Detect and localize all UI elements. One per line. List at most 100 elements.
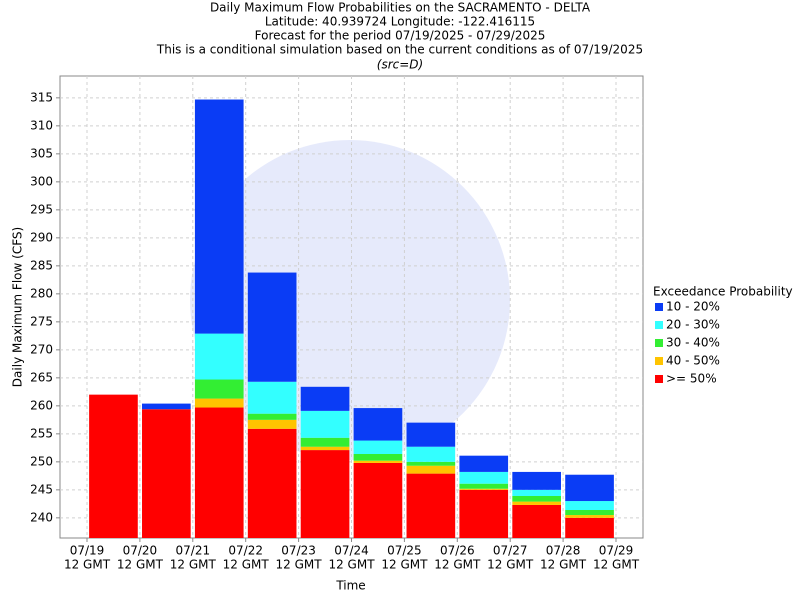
bar-segment [565, 515, 614, 518]
bar-segment [565, 501, 614, 510]
legend-title: Exceedance Probability [653, 285, 793, 299]
bar-segment [300, 450, 350, 538]
y-tick-label: 245 [30, 482, 53, 496]
bar-segment [406, 446, 456, 462]
x-tick-label: 07/24 [334, 544, 369, 558]
bar-segment [300, 446, 350, 451]
x-tick-label: 07/22 [228, 544, 263, 558]
y-tick-label: 295 [30, 202, 53, 216]
bar-segment [353, 460, 403, 463]
bar-segment [353, 440, 403, 454]
x-tick-label: 07/23 [281, 544, 316, 558]
bar-segment [300, 437, 350, 447]
y-tick-label: 315 [30, 90, 53, 104]
bar-segment [142, 403, 191, 410]
y-tick-label: 285 [30, 258, 53, 272]
legend-label: 40 - 50% [666, 354, 720, 368]
x-tick-label: 07/20 [123, 544, 158, 558]
x-tick-label: 07/26 [440, 544, 475, 558]
bar-segment [406, 422, 456, 447]
x-tick-label: 07/19 [70, 544, 105, 558]
y-axis-label: Daily Maximum Flow (CFS) [11, 227, 25, 387]
x-tick-label: 12 GMT [223, 558, 270, 572]
bar-segment [142, 409, 191, 538]
x-tick-label: 12 GMT [64, 558, 111, 572]
bar-segment [194, 398, 244, 408]
bar-segment [565, 474, 614, 502]
legend-label: 30 - 40% [666, 336, 720, 350]
legend-swatch [655, 321, 663, 329]
bar-segment [247, 428, 297, 538]
bar-segment [512, 501, 561, 505]
y-tick-label: 290 [30, 230, 53, 244]
x-axis-label: Time [335, 579, 365, 593]
y-tick-label: 240 [30, 510, 53, 524]
y-tick-label: 310 [30, 118, 53, 132]
y-tick-label: 250 [30, 454, 53, 468]
legend-label: 20 - 30% [666, 318, 720, 332]
x-tick-label: 07/25 [387, 544, 422, 558]
legend-swatch [655, 375, 663, 383]
x-tick-label: 07/27 [493, 544, 528, 558]
bar-segment [247, 419, 297, 429]
bar-segment [247, 381, 297, 414]
chart-title: Forecast for the period 07/19/2025 - 07/… [255, 29, 546, 43]
bar-segment [89, 394, 138, 538]
bar-segment [300, 410, 350, 438]
chart-subtitle: (src=D) [377, 58, 423, 72]
y-tick-label: 260 [30, 398, 53, 412]
bar-segment [512, 471, 561, 490]
legend-swatch [655, 303, 663, 311]
bar-segment [406, 465, 456, 474]
x-tick-label: 12 GMT [434, 558, 481, 572]
bar-segment [459, 483, 509, 489]
bar-segment [194, 333, 244, 380]
x-tick-label: 12 GMT [328, 558, 375, 572]
x-tick-label: 12 GMT [540, 558, 587, 572]
x-tick-label: 12 GMT [487, 558, 534, 572]
legend-swatch [655, 339, 663, 347]
y-tick-label: 265 [30, 370, 53, 384]
y-tick-label: 280 [30, 286, 53, 300]
bar-segment [406, 473, 456, 538]
chart-title: Daily Maximum Flow Probabilities on the … [210, 1, 591, 15]
y-tick-label: 275 [30, 314, 53, 328]
bar-segment [353, 408, 403, 441]
x-tick-label: 12 GMT [117, 558, 164, 572]
bar-segment [565, 510, 614, 516]
bar-segment [459, 471, 509, 484]
bar-segment [512, 504, 561, 538]
x-tick-label: 07/21 [176, 544, 211, 558]
x-tick-label: 07/28 [546, 544, 581, 558]
bar-segment [247, 272, 297, 382]
bar-segment [459, 455, 509, 472]
y-tick-label: 270 [30, 342, 53, 356]
bar-segment [194, 407, 244, 538]
bar-segment [247, 413, 297, 420]
legend-swatch [655, 357, 663, 365]
bar-segment [194, 99, 244, 334]
y-tick-label: 305 [30, 146, 53, 160]
x-tick-label: 07/29 [599, 544, 634, 558]
bar-segment [406, 461, 456, 466]
bar-segment [565, 517, 614, 538]
bar-segment [512, 489, 561, 496]
x-tick-label: 12 GMT [170, 558, 217, 572]
bar-segment [459, 488, 509, 490]
bar-segment [300, 386, 350, 411]
bar-segment [459, 489, 509, 538]
bar-segment [353, 462, 403, 538]
chart-title: This is a conditional simulation based o… [156, 43, 643, 57]
bar-segment [512, 496, 561, 502]
y-tick-label: 255 [30, 426, 53, 440]
x-tick-label: 12 GMT [276, 558, 323, 572]
y-tick-label: 300 [30, 174, 53, 188]
legend-label: 10 - 20% [666, 300, 720, 314]
bars [89, 99, 614, 538]
bar-segment [194, 379, 244, 399]
x-tick-label: 12 GMT [381, 558, 428, 572]
legend-label: >= 50% [666, 372, 717, 386]
bar-segment [353, 454, 403, 461]
chart-title: Latitude: 40.939724 Longitude: -122.4161… [265, 15, 535, 29]
